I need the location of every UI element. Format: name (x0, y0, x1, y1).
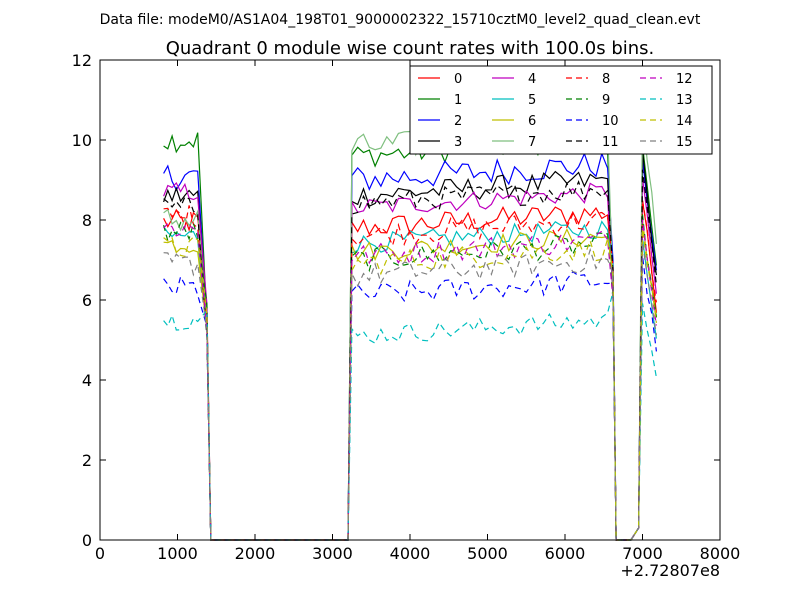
legend-label-14: 14 (676, 114, 693, 129)
series-line-9 (163, 214, 657, 541)
x-tick-label: 4000 (390, 544, 431, 563)
legend-label-3: 3 (454, 135, 462, 150)
x-tick-label: 7000 (622, 544, 663, 563)
series-line-15 (163, 242, 657, 541)
legend-label-4: 4 (528, 72, 536, 87)
x-tick-label: 5000 (467, 544, 508, 563)
legend-label-0: 0 (454, 72, 462, 87)
legend-label-8: 8 (602, 72, 610, 87)
series-line-12 (163, 219, 657, 541)
series-line-3 (163, 151, 657, 541)
plot-lines (163, 108, 657, 541)
series-line-13 (163, 291, 657, 541)
legend-label-13: 13 (676, 93, 693, 108)
legend-label-2: 2 (454, 114, 462, 129)
x-tick-label: 1000 (157, 544, 198, 563)
x-offset-label: +2.72807e8 (620, 561, 720, 580)
y-tick-label: 10 (72, 131, 92, 150)
legend-label-11: 11 (602, 135, 619, 150)
x-axis: 0 1000 2000 3000 4000 5000 6000 7000 8000 (95, 60, 740, 563)
y-tick-label: 0 (82, 531, 92, 550)
x-tick-label: 3000 (312, 544, 353, 563)
chart-title: Quadrant 0 module wise count rates with … (166, 38, 655, 59)
legend-label-12: 12 (676, 72, 693, 87)
series-line-7 (163, 108, 657, 541)
y-tick-label: 6 (82, 291, 92, 310)
series-line-11 (163, 169, 657, 541)
x-tick-label: 6000 (545, 544, 586, 563)
y-tick-label: 4 (82, 371, 92, 390)
legend-label-6: 6 (528, 114, 536, 129)
series-line-10 (163, 255, 657, 541)
series-line-2 (163, 151, 657, 541)
y-tick-label: 8 (82, 211, 92, 230)
legend-label-15: 15 (676, 135, 693, 150)
x-tick-label: 8000 (700, 544, 741, 563)
legend-box (409, 65, 713, 155)
legend-label-7: 7 (528, 135, 536, 150)
legend-label-5: 5 (528, 93, 536, 108)
series-line-0 (163, 200, 657, 541)
y-tick-label: 12 (72, 51, 92, 70)
x-tick-label: 0 (95, 544, 105, 563)
legend-label-10: 10 (602, 114, 619, 129)
figure-suptitle: Data file: modeM0/AS1A04_198T01_90000023… (100, 12, 701, 28)
series-line-6 (163, 219, 657, 541)
legend-label-1: 1 (454, 93, 462, 108)
y-tick-label: 2 (82, 451, 92, 470)
legend-label-9: 9 (602, 93, 610, 108)
x-tick-label: 2000 (235, 544, 276, 563)
